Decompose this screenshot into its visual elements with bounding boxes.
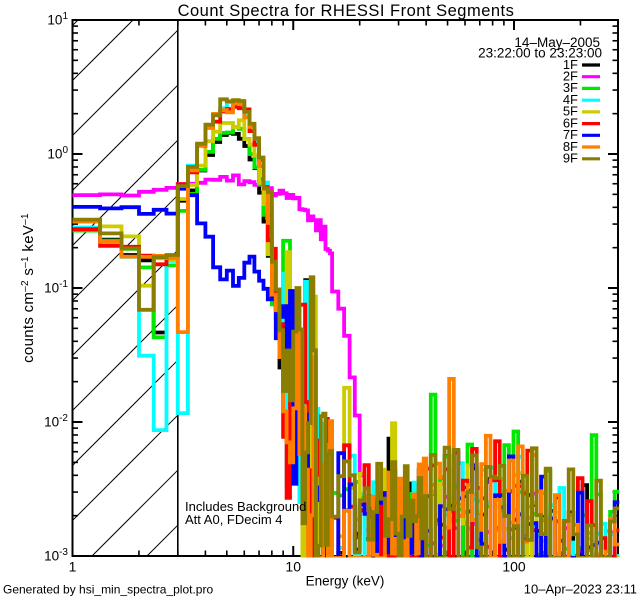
svg-text:6F: 6F: [563, 115, 578, 130]
svg-text:2F: 2F: [563, 69, 578, 84]
svg-text:14–May–2005: 14–May–2005: [514, 35, 600, 50]
svg-text:1: 1: [69, 559, 77, 575]
svg-text:9F: 9F: [563, 151, 578, 166]
svg-text:4F: 4F: [563, 92, 578, 107]
svg-text:Generated by hsi_min_spectra_p: Generated by hsi_min_spectra_plot.pro: [3, 583, 213, 597]
svg-text:1F: 1F: [563, 57, 578, 72]
svg-text:5F: 5F: [563, 104, 578, 119]
svg-text:10–Apr–2023 23:11: 10–Apr–2023 23:11: [524, 582, 637, 597]
svg-text:23:22:00 to 23:23:00: 23:22:00 to 23:23:00: [478, 46, 602, 61]
svg-text:Energy (keV): Energy (keV): [306, 574, 385, 589]
svg-text:counts cm–2 s–1 keV–1: counts cm–2 s–1 keV–1: [20, 213, 37, 363]
svg-text:Att A0, FDecim 4: Att A0, FDecim 4: [185, 512, 283, 527]
svg-text:3F: 3F: [563, 80, 578, 95]
svg-text:100: 100: [502, 559, 526, 575]
svg-text:Includes Background: Includes Background: [185, 499, 306, 514]
svg-text:7F: 7F: [563, 127, 578, 142]
svg-text:Count Spectra for RHESSI Front: Count Spectra for RHESSI Front Segments: [178, 2, 515, 20]
svg-text:10: 10: [285, 559, 301, 575]
svg-text:8F: 8F: [563, 139, 578, 154]
